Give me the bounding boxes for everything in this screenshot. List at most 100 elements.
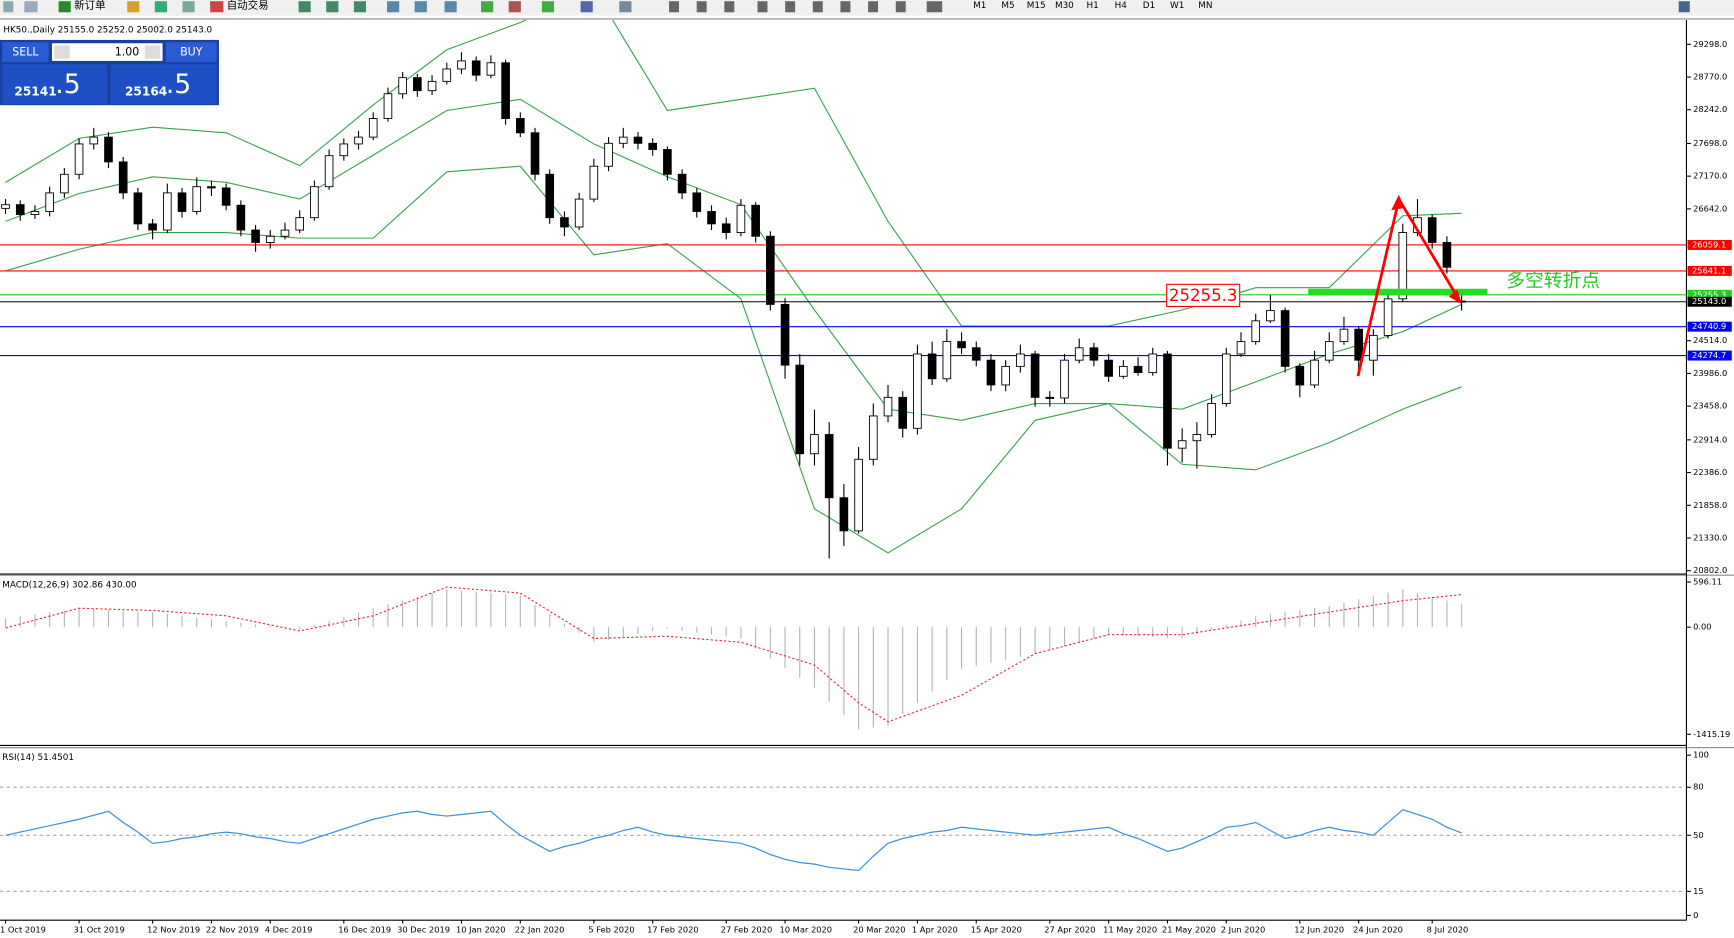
candle-body — [927, 353, 937, 380]
icon[interactable] — [127, 1, 140, 13]
timeframe[interactable]: D1 — [1143, 1, 1155, 11]
sell-price-fraction[interactable]: .5 — [55, 69, 80, 100]
icon[interactable] — [541, 1, 555, 13]
new-order-icon[interactable] — [58, 1, 71, 13]
lot-down[interactable] — [54, 45, 70, 59]
icon[interactable] — [696, 1, 707, 13]
turning-band — [1308, 288, 1488, 296]
candle-body — [354, 136, 363, 145]
icon[interactable] — [895, 1, 906, 13]
candle-body — [1236, 341, 1246, 355]
icon[interactable] — [619, 1, 632, 13]
icon[interactable] — [24, 1, 38, 13]
macd-title: MACD(12,26,9) 302.86 430.00 — [2, 581, 137, 591]
buy-price-box[interactable] — [110, 64, 217, 105]
sell-price-box[interactable] — [2, 64, 108, 105]
icon[interactable] — [298, 1, 311, 13]
axes: 29298.0 28770.0 28242.0 27698.0 27170.0 26642… — [0, 39, 1732, 935]
candle-body — [457, 60, 466, 70]
candle-body — [1104, 359, 1113, 377]
icon[interactable] — [387, 1, 400, 13]
icon[interactable] — [757, 1, 768, 13]
timeframe[interactable]: W1 — [1170, 1, 1184, 11]
timeframe[interactable]: M15 — [1027, 1, 1046, 11]
icon[interactable] — [840, 1, 851, 13]
candle-body — [251, 229, 260, 243]
candle-body — [766, 235, 775, 305]
icon[interactable] — [508, 1, 521, 13]
bollinger-lower — [5, 165, 1462, 554]
candle-body — [339, 143, 349, 157]
level-label: 26059.1 — [1692, 239, 1726, 249]
buy-label[interactable]: BUY — [180, 46, 203, 59]
icon[interactable] — [785, 1, 796, 13]
icon[interactable] — [326, 1, 339, 13]
icon[interactable] — [1678, 1, 1690, 13]
auto-trading[interactable]: 自动交易 — [227, 0, 269, 12]
icon[interactable] — [669, 1, 680, 13]
timeframe[interactable]: H1 — [1086, 1, 1098, 11]
icon[interactable] — [812, 1, 823, 13]
rsi-title: RSI(14) 51.4501 — [2, 753, 74, 763]
candle-body — [148, 223, 157, 231]
signal-line — [5, 586, 1462, 723]
y-tick-label: 100 — [1693, 750, 1709, 760]
price-pane — [0, 20, 1687, 559]
icon[interactable] — [724, 1, 735, 13]
x-tick-label: 12 Nov 2019 — [147, 925, 200, 935]
sell-price[interactable]: 25141 — [14, 84, 56, 98]
y-tick-label: 596.11 — [1693, 577, 1722, 587]
candle-body — [1369, 334, 1378, 361]
lot-value[interactable]: 1.00 — [115, 46, 140, 59]
lot-field[interactable] — [51, 43, 163, 61]
trade-panel: SELL 1.00 BUY 25141 .5 25164 .5 — [0, 39, 219, 106]
timeframe[interactable]: MN — [1198, 1, 1212, 11]
x-tick-label: 22 Nov 2019 — [206, 925, 259, 935]
candle-body — [971, 347, 981, 361]
toolbar-bg — [0, 0, 1734, 16]
timeframe[interactable]: M30 — [1055, 1, 1074, 11]
new-order[interactable]: 新订单 — [74, 0, 106, 12]
candle-body — [986, 359, 996, 386]
candle-body — [957, 341, 966, 349]
icon[interactable] — [444, 1, 457, 13]
icon[interactable] — [3, 1, 14, 13]
buy-button[interactable] — [165, 42, 217, 63]
candle-body — [236, 204, 246, 231]
level-label: 25255.3 — [1692, 289, 1726, 299]
x-tick-label: 10 Jan 2020 — [456, 925, 506, 935]
icon[interactable] — [154, 1, 167, 13]
candle-body — [1383, 298, 1393, 336]
y-tick-label: 0.00 — [1693, 622, 1711, 632]
icon[interactable] — [580, 1, 593, 13]
buy-price-fraction[interactable]: .5 — [166, 69, 191, 100]
level-callout-box — [1166, 283, 1241, 307]
candle-body — [736, 204, 746, 233]
level-tag — [1687, 350, 1732, 361]
timeframe[interactable]: M1 — [973, 1, 986, 11]
buy-price[interactable]: 25164 — [125, 84, 167, 98]
timeframe[interactable]: H4 — [1115, 1, 1128, 11]
icon[interactable] — [868, 1, 879, 13]
candle-body — [810, 434, 819, 455]
icon[interactable] — [353, 1, 367, 13]
candle-body — [45, 192, 54, 212]
icon[interactable] — [926, 1, 943, 13]
icon[interactable] — [481, 1, 494, 13]
candle-body — [545, 173, 555, 219]
icon[interactable] — [414, 1, 427, 13]
timeframes: M1 M5 M15 M30 H1 H4 D1 W1 MN — [973, 1, 1212, 11]
sell-label[interactable]: SELL — [12, 46, 39, 59]
candle-body — [1280, 310, 1290, 367]
x-tick-label: 31 Oct 2019 — [74, 925, 125, 935]
candle-body — [839, 497, 849, 532]
sell-button[interactable] — [2, 42, 49, 63]
candle-body — [30, 211, 40, 216]
candle-body — [1001, 365, 1010, 386]
icon[interactable] — [182, 1, 195, 13]
x-tick-label: 10 Mar 2020 — [780, 925, 833, 935]
timeframe[interactable]: M5 — [1001, 1, 1014, 11]
lot-up[interactable] — [144, 45, 161, 59]
candle-body — [751, 204, 760, 237]
auto-trading-icon[interactable] — [210, 1, 224, 13]
